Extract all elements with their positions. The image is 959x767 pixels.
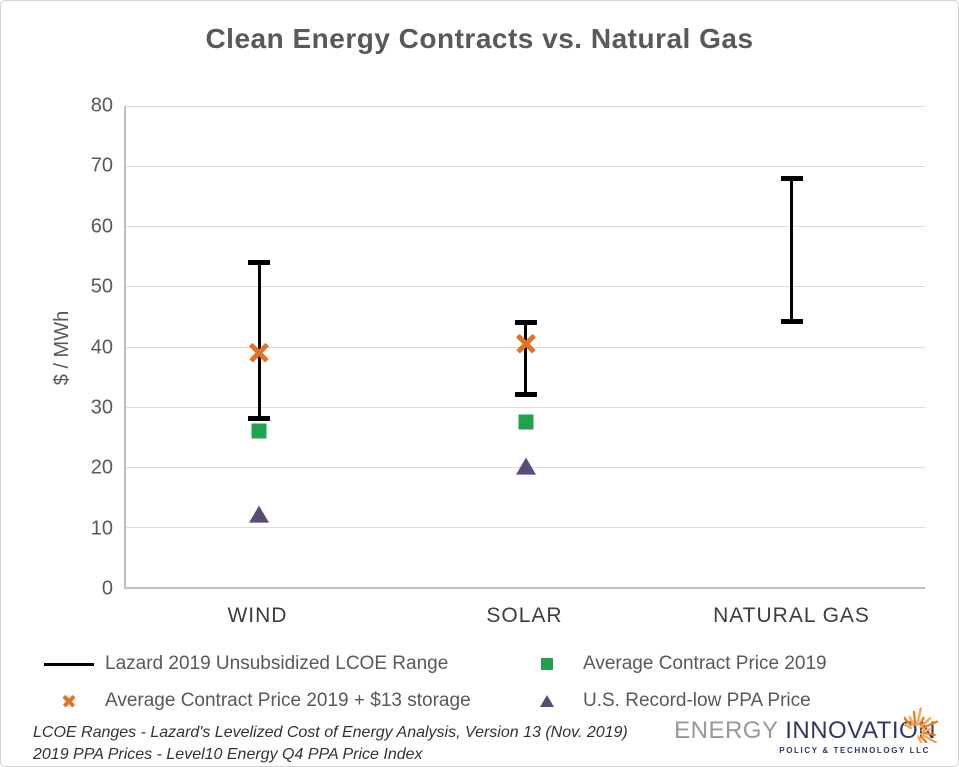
x-legend-shape <box>62 694 76 708</box>
range-marker-part <box>524 322 527 395</box>
logo-energy-text: ENERGY <box>674 717 786 744</box>
triangle-legend-shape <box>540 695 554 707</box>
y-tick-label: 30 <box>90 396 113 419</box>
x-axis-labels: WIND SOLAR NATURAL GAS <box>124 604 925 636</box>
range-marker-part <box>790 178 794 323</box>
gridline <box>126 286 925 288</box>
sunburst-ray <box>918 716 925 726</box>
square-marker <box>518 414 533 430</box>
range-legend-icon <box>43 662 95 666</box>
x-marker <box>248 341 271 364</box>
y-tick-label: 60 <box>90 215 113 238</box>
y-tick-label: 10 <box>90 517 113 540</box>
range-marker-part <box>780 176 803 182</box>
legend-label: Average Contract Price 2019 + $13 storag… <box>105 690 471 711</box>
square-marker <box>251 423 267 439</box>
gridline <box>126 166 925 168</box>
y-tick-label: 70 <box>90 154 113 177</box>
sunburst-ray <box>919 717 932 729</box>
x-marker <box>514 332 537 355</box>
sunburst-ray <box>920 735 928 743</box>
sunburst-ray <box>912 710 917 725</box>
gridline <box>126 406 925 408</box>
gridline <box>126 226 925 228</box>
sunburst-ray <box>922 731 936 737</box>
sunburst-ray <box>904 722 913 730</box>
legend-item: Average Contract Price 2019 + $13 storag… <box>43 690 511 712</box>
plot-area <box>124 106 925 589</box>
sunburst-ray <box>917 735 923 743</box>
logo-innovation-text: INNOVATION <box>785 717 936 744</box>
y-tick-label: 40 <box>90 336 113 358</box>
range-marker-part <box>780 319 803 325</box>
x-axis-label: NATURAL GAS <box>713 604 870 627</box>
sunburst-ray <box>920 732 938 743</box>
range-marker-part <box>257 262 261 419</box>
square-legend-icon <box>521 658 573 670</box>
legend-item: U.S. Record-low PPA Price <box>521 690 923 712</box>
gridline <box>126 526 925 528</box>
energy-innovation-logo: ENERGY INNOVATION POLICY & TECHNOLOGY LL… <box>674 707 939 755</box>
legend-label: Lazard 2019 Unsubsidized LCOE Range <box>105 653 449 674</box>
sunburst-icon <box>904 707 939 743</box>
footnotes: LCOE Ranges - Lazard's Levelized Cost of… <box>33 722 628 766</box>
logo-tagline: POLICY & TECHNOLOGY LLC <box>779 746 930 755</box>
x-legend-icon <box>43 694 95 708</box>
sunburst-ray <box>915 707 922 727</box>
legend-item: Average Contract Price 2019 <box>521 653 923 675</box>
x-axis-label: SOLAR <box>486 604 563 627</box>
footnote-line-1: LCOE Ranges - Lazard's Levelized Cost of… <box>33 724 628 741</box>
sunburst-ray <box>920 728 933 732</box>
legend-item: Lazard 2019 Unsubsidized LCOE Range <box>43 653 511 675</box>
legend-label: Average Contract Price 2019 <box>583 653 827 674</box>
x-axis-label: WIND <box>227 604 288 627</box>
range-marker-part <box>248 260 271 266</box>
triangle-marker <box>249 505 270 523</box>
range-legend-shape <box>44 662 94 666</box>
footnote-line-2: 2019 PPA Prices - Level10 Energy Q4 PPA … <box>33 746 423 763</box>
y-axis-ticks: 0 10 20 30 40 50 60 70 80 <box>1 95 113 600</box>
y-tick-label: 80 <box>90 94 113 117</box>
range-marker-part <box>514 391 537 397</box>
chart-title: Clean Energy Contracts vs. Natural Gas <box>205 23 754 54</box>
legend-label: U.S. Record-low PPA Price <box>583 690 811 711</box>
chart-legend: Lazard 2019 Unsubsidized LCOE Range Avera… <box>43 653 923 712</box>
gridline <box>126 106 925 107</box>
y-tick-label: 0 <box>101 577 113 600</box>
sunburst-ray <box>908 716 915 727</box>
y-tick-label: 50 <box>90 275 113 298</box>
sunburst-ray <box>904 715 912 727</box>
range-marker-part <box>514 320 537 326</box>
square-legend-shape <box>541 658 553 670</box>
range-marker-part <box>248 415 271 421</box>
sunburst-ray <box>922 720 939 729</box>
triangle-legend-icon <box>521 695 573 707</box>
y-tick-label: 20 <box>90 456 113 479</box>
triangle-marker <box>515 457 536 475</box>
